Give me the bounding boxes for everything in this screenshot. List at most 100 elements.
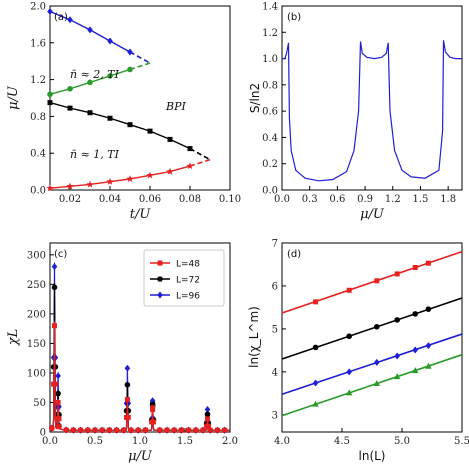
data-point — [346, 368, 352, 376]
data-point — [67, 105, 73, 111]
data-point — [222, 427, 228, 433]
data-point — [52, 323, 57, 329]
data-point — [394, 373, 401, 380]
data-point — [412, 346, 418, 354]
x-axis-label: μ/U — [360, 207, 385, 222]
data-point — [193, 427, 199, 433]
x-tick-label: 1.5 — [177, 436, 193, 447]
data-point — [87, 110, 93, 116]
data-point — [107, 73, 113, 79]
x-tick-label: 1.8 — [440, 194, 456, 205]
legend-label: L=96 — [176, 292, 200, 302]
region-label-bpi: BPI — [165, 100, 186, 113]
series-line — [49, 165, 191, 189]
data-point — [47, 100, 53, 106]
series-dashed-line — [129, 62, 151, 71]
x-tick-label: 4.5 — [334, 436, 350, 447]
y-tick-label: 0.0 — [262, 186, 278, 197]
data-point — [205, 416, 210, 422]
legend-marker — [157, 291, 163, 299]
series-dashed-line — [189, 147, 211, 161]
data-point — [67, 16, 73, 24]
legend: L=48 L=72 L=96 — [143, 249, 225, 307]
data-point — [425, 306, 432, 312]
entropy-curve — [282, 40, 462, 182]
y-tick-label: 0.6 — [262, 107, 278, 118]
y-tick-label: 300 — [27, 250, 46, 261]
data-point — [66, 182, 74, 190]
data-point — [56, 424, 62, 430]
y-tick-label: 0.8 — [262, 80, 278, 91]
y-tick-label: 1.6 — [30, 38, 46, 49]
data-point — [207, 427, 213, 433]
data-point — [51, 284, 58, 291]
y-tick-label: 0 — [40, 428, 46, 439]
data-point — [124, 397, 130, 403]
y-tick-label: 1.4 — [262, 2, 278, 13]
data-point — [312, 379, 319, 387]
data-point — [124, 364, 131, 372]
data-point — [394, 317, 401, 323]
data-point — [87, 26, 93, 34]
legend-marker — [157, 276, 163, 282]
x-axis-label: μ/U — [128, 449, 153, 464]
data-point — [107, 115, 113, 121]
y-axis-label: ln(χ_L^m) — [247, 306, 261, 368]
x-tick-label: 0.02 — [59, 194, 81, 205]
data-point — [128, 427, 134, 433]
fit-line — [281, 353, 463, 417]
data-point — [186, 162, 194, 170]
fit-line — [281, 250, 463, 314]
x-tick-label: 5.5 — [454, 436, 469, 447]
data-point — [124, 381, 131, 388]
x-tick-label: 0.5 — [87, 436, 103, 447]
data-point — [312, 400, 319, 407]
y-tick-label: 2.0 — [30, 2, 46, 13]
plot-frame — [281, 242, 463, 433]
panel-c: 0.0 0.5 1.0 1.5 2.0 0 50 100 150 200 250 300 (c) L=48… — [6, 242, 238, 464]
data-point — [125, 414, 131, 420]
y-axis-label: χL — [6, 329, 21, 347]
plot-frame — [49, 5, 231, 191]
data-point — [178, 427, 184, 433]
panel-label: (b) — [287, 12, 301, 23]
data-point — [151, 419, 156, 425]
x-tick-label: 0.04 — [99, 194, 121, 205]
x-tick-label: 0.08 — [179, 194, 201, 205]
data-point — [70, 427, 76, 433]
data-point — [167, 136, 173, 142]
panel-b: 0.0 0.3 0.6 0.9 1.2 1.5 1.8 0.0 0.2 0.4 0.6 0.8 1.0 1… — [248, 2, 463, 222]
data-point — [127, 122, 133, 128]
data-point — [51, 263, 58, 271]
data-point — [78, 427, 84, 433]
y-tick-label: 0.8 — [30, 112, 46, 123]
data-point — [157, 427, 163, 433]
y-tick-label: 0.2 — [262, 159, 278, 170]
susceptibility-trace — [49, 321, 230, 431]
fit-line — [281, 333, 463, 395]
y-tick-label: 1.2 — [262, 28, 278, 39]
data-point — [46, 184, 54, 192]
data-point — [373, 379, 380, 386]
data-point — [374, 278, 380, 284]
y-tick-label: 50 — [33, 398, 46, 409]
data-point — [135, 427, 141, 433]
data-point — [47, 91, 53, 98]
y-tick-label: 0.0 — [30, 186, 46, 197]
y-tick-label: 3 — [272, 410, 278, 421]
y-tick-label: 100 — [27, 368, 46, 379]
data-point — [171, 427, 177, 433]
panel-label: (a) — [54, 12, 68, 23]
y-tick-label: 4 — [272, 367, 278, 378]
data-point — [412, 311, 419, 317]
data-point — [67, 86, 73, 92]
fit-line — [281, 297, 463, 360]
legend-label: L=48 — [176, 260, 200, 270]
x-tick-label: 0.06 — [139, 194, 161, 205]
y-axis-label: μ/U — [6, 85, 21, 110]
y-tick-label: 0.4 — [262, 133, 278, 144]
y-tick-label: 0.4 — [30, 149, 46, 160]
data-point — [87, 79, 93, 86]
data-point — [47, 8, 53, 16]
